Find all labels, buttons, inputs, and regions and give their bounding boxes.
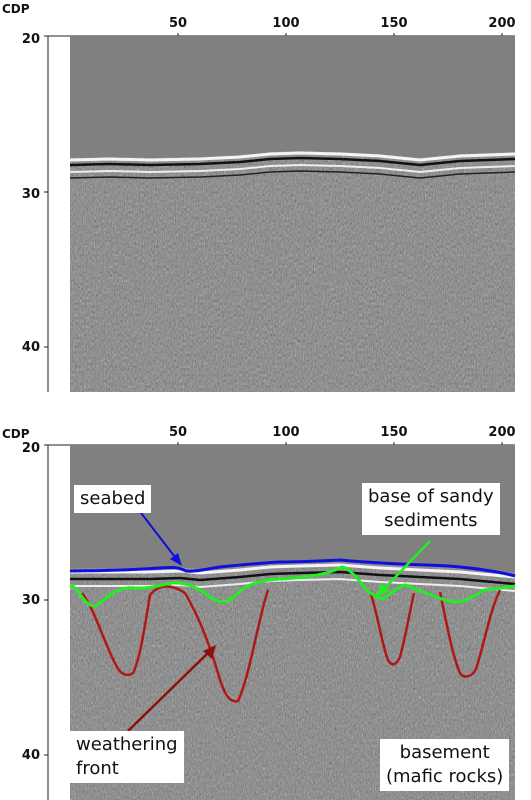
label-basement-line-2: (mafic rocks) — [386, 766, 504, 787]
seismic-image-top — [44, 33, 516, 392]
label-weathering-line-2: front — [76, 758, 119, 779]
y-tick-40: 40 — [21, 748, 40, 763]
label-sandy-line-2: sediments — [384, 510, 478, 531]
y-tick-20: 20 — [21, 441, 40, 456]
x-tick-100: 100 — [272, 16, 300, 31]
seismic-section-raw: CDP 50 100 150 200 20 30 40 — [2, 2, 516, 392]
x-tick-100: 100 — [272, 425, 300, 440]
label-basement-line-1: basement — [399, 742, 490, 763]
x-tick-150: 150 — [380, 425, 408, 440]
x-tick-50: 50 — [168, 16, 188, 31]
label-seabed-text: seabed — [80, 488, 146, 509]
weathering-front-line — [81, 585, 502, 703]
base-sandy-sediments-line — [69, 565, 516, 608]
seabed-line — [69, 558, 516, 578]
x-tick-200: 200 — [488, 16, 516, 31]
label-weathering-line-1: weathering — [76, 734, 178, 755]
x-tick-150: 150 — [380, 16, 408, 31]
seabed-arrow — [137, 508, 182, 566]
label-seabed: seabed — [74, 485, 152, 513]
sandy-sediments-arrow — [376, 540, 431, 597]
y-tick-30: 30 — [21, 187, 40, 202]
label-weathering-front: weathering front — [70, 731, 184, 783]
y-tick-30: 30 — [21, 593, 40, 608]
weathering-front-arrow — [127, 645, 216, 732]
cdp-axis-label: CDP — [2, 427, 30, 441]
x-tick-200: 200 — [488, 425, 516, 440]
x-tick-50: 50 — [168, 425, 188, 440]
label-base-sandy-sediments: base of sandy sediments — [362, 483, 500, 535]
label-sandy-line-1: base of sandy — [368, 486, 494, 507]
y-tick-40: 40 — [21, 340, 40, 355]
seismic-section-interpreted: CDP 50 100 150 200 20 30 40 — [0, 405, 531, 800]
cdp-axis-label: CDP — [2, 2, 30, 16]
y-tick-20: 20 — [21, 32, 40, 47]
label-basement: basement (mafic rocks) — [380, 739, 510, 791]
